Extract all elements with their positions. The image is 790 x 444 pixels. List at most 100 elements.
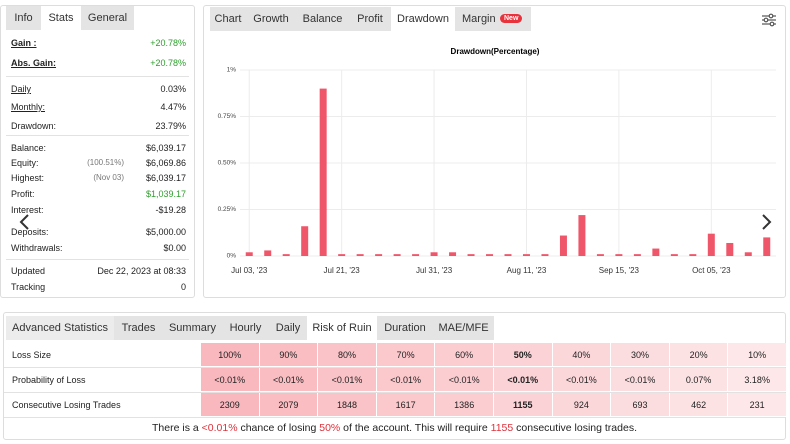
bar — [670, 254, 678, 256]
cell: 693 — [611, 393, 670, 417]
chart-title: Drawdown(Percentage) — [451, 47, 540, 56]
bar — [615, 254, 623, 256]
row-label: Probability of Loss — [12, 375, 86, 385]
cell: 1617 — [376, 393, 436, 417]
stat-value: $6,039.17 — [145, 143, 186, 153]
tab[interactable]: Growth — [246, 7, 296, 31]
summary-part: 1155 — [490, 422, 514, 434]
y-tick-label: 0.50% — [218, 160, 237, 167]
tab: Advanced Statistics — [6, 316, 114, 340]
stat-label: Drawdown: — [11, 121, 57, 131]
stat-row: Withdrawals: $0.00 — [11, 241, 186, 255]
tab[interactable]: Balance — [296, 7, 349, 31]
divider — [6, 135, 189, 136]
cell: 30% — [611, 343, 670, 367]
cell: 20% — [669, 343, 729, 367]
stat-value: $5,000.00 — [145, 227, 186, 237]
x-tick-label: Oct 05, '23 — [692, 266, 731, 275]
cell: 924 — [552, 393, 612, 417]
stat-label: Tracking — [11, 282, 46, 292]
cell: 90% — [259, 343, 319, 367]
summary: There is a <0.01% chance of losing 50% o… — [4, 422, 785, 434]
tab[interactable]: Risk of Ruin — [307, 316, 377, 340]
stat-row: Monthly: 4.47% — [11, 100, 186, 114]
stat-label: Withdrawals: — [11, 243, 63, 253]
prev-arrow[interactable] — [19, 214, 29, 230]
tab[interactable]: Chart — [210, 7, 246, 31]
stat-label: Highest: — [11, 173, 45, 183]
bar — [763, 237, 771, 256]
cell: 1386 — [435, 393, 494, 417]
bar — [559, 235, 567, 256]
stat-label: Deposits: — [11, 227, 49, 237]
risk-box: Advanced Statistics Trades Summary Hourly Da… — [3, 312, 787, 440]
tab[interactable]: Info — [6, 6, 41, 30]
x-tick-label: Aug 11, '23 — [507, 266, 547, 275]
x-tick-label: Jul 31, '23 — [416, 266, 453, 275]
cell: 1155 — [494, 393, 553, 417]
cell: 70% — [376, 343, 436, 367]
bar — [264, 250, 272, 256]
stat-label: Balance: — [11, 143, 47, 153]
stat-value: +20.78% — [150, 38, 186, 48]
tab[interactable]: Profit — [349, 7, 391, 31]
stat-value: $1,039.17 — [145, 189, 186, 199]
chart-box: Chart Growth Balance Profit Drawdown Margin Ne… — [203, 5, 786, 298]
summary-part: <0.01% — [201, 422, 238, 434]
cell: <0.01% — [259, 368, 319, 392]
stat-value: $6,069.86 — [145, 158, 186, 168]
row-label: Consecutive Losing Trades — [12, 400, 121, 410]
tab[interactable]: Drawdown — [391, 7, 455, 31]
stat-label: Updated — [11, 266, 46, 276]
bar — [282, 254, 290, 256]
stat-value: 4.47% — [160, 102, 186, 112]
bar — [338, 254, 346, 256]
stat-row: Tracking 0 — [11, 280, 186, 294]
stat-value: $0.00 — [163, 243, 186, 253]
tab[interactable]: Trades — [114, 316, 163, 340]
stat-label: Interest: — [11, 205, 44, 215]
x-tick-label: Jul 03, '23 — [231, 266, 268, 275]
tab[interactable]: Stats — [41, 6, 81, 30]
row-label: Loss Size — [12, 350, 52, 360]
cell: 10% — [728, 343, 787, 367]
bar — [301, 226, 309, 256]
stat-row: Equity: (100.51%) $6,069.86 — [11, 156, 186, 170]
cell: 0.07% — [669, 368, 729, 392]
bar — [541, 254, 549, 256]
cell: <0.01% — [201, 368, 260, 392]
stat-value: 0 — [180, 282, 186, 292]
settings-icon[interactable] — [761, 12, 777, 28]
stat-row: Balance: $6,039.17 — [11, 141, 186, 155]
stat-row: Abs. Gain: +20.78% — [11, 56, 186, 70]
summary-part: 50% — [319, 422, 341, 434]
stat-row: Daily 0.03% — [11, 82, 186, 96]
cell: 2079 — [259, 393, 319, 417]
stat-label: Gain : — [11, 38, 37, 48]
cell: <0.01% — [611, 368, 670, 392]
stat-row: Profit: $1,039.17 — [11, 187, 186, 201]
stat-label: Profit: — [11, 189, 35, 199]
stat-row: Deposits: $5,000.00 — [11, 225, 186, 239]
stat-label: Equity: — [11, 158, 39, 168]
stat-note: (Nov 03) — [93, 173, 124, 182]
tab[interactable]: MAE/MFE — [433, 316, 494, 340]
bar — [726, 242, 734, 256]
tab[interactable]: General — [81, 6, 134, 30]
stat-label: Monthly: — [11, 102, 46, 112]
tab[interactable]: Hourly — [222, 316, 269, 340]
next-arrow[interactable] — [762, 214, 772, 230]
tab[interactable]: Duration — [377, 316, 433, 340]
tab[interactable]: Daily — [269, 316, 307, 340]
stat-label: Abs. Gain: — [11, 58, 57, 68]
tab[interactable]: Summary — [163, 316, 222, 340]
bar — [504, 254, 512, 256]
bar — [596, 254, 604, 256]
cell: <0.01% — [552, 368, 612, 392]
bar — [245, 252, 253, 256]
cell: 100% — [201, 343, 260, 367]
bar — [375, 254, 383, 256]
stats-box: Info Stats General Gain : +20.78% Abs. Gain: +… — [0, 5, 195, 298]
cell: 2309 — [201, 393, 260, 417]
cell: 231 — [728, 393, 787, 417]
